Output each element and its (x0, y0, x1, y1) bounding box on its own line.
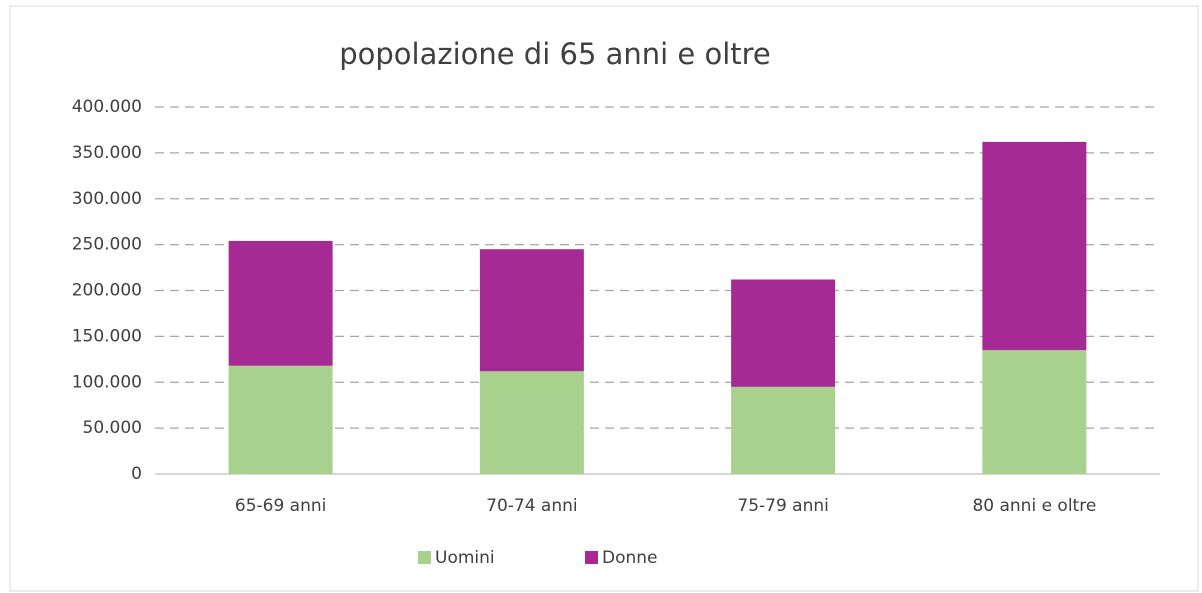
x-tick-label: 65-69 anni (235, 496, 327, 516)
x-tick-label: 75-79 anni (737, 496, 829, 516)
legend-swatch (418, 551, 431, 564)
y-tick-label: 250.000 (72, 235, 142, 255)
x-tick-label: 80 anni e oltre (972, 496, 1096, 516)
chart-title: popolazione di 65 anni e oltre (339, 37, 771, 71)
y-tick-label: 400.000 (72, 97, 142, 117)
y-tick-label: 200.000 (72, 281, 142, 301)
bar-segment (731, 386, 836, 474)
y-tick-label: 350.000 (72, 143, 142, 163)
y-tick-label: 100.000 (72, 372, 142, 392)
y-tick-label: 0 (131, 464, 142, 484)
y-tick-label: 150.000 (72, 326, 142, 346)
bar-segment (228, 240, 333, 366)
y-tick-label: 300.000 (72, 189, 142, 209)
legend-swatch (585, 551, 598, 564)
bar-segment (228, 365, 333, 474)
bar-segment (731, 279, 836, 387)
legend-label: Donne (602, 548, 658, 568)
y-tick-label: 50.000 (83, 418, 142, 438)
x-tick-label: 70-74 anni (486, 496, 578, 516)
bar-segment (982, 141, 1087, 351)
bar-segment (479, 371, 584, 474)
legend-label: Uomini (435, 548, 495, 568)
bar-segment (479, 249, 584, 372)
bar-segment (982, 350, 1087, 474)
